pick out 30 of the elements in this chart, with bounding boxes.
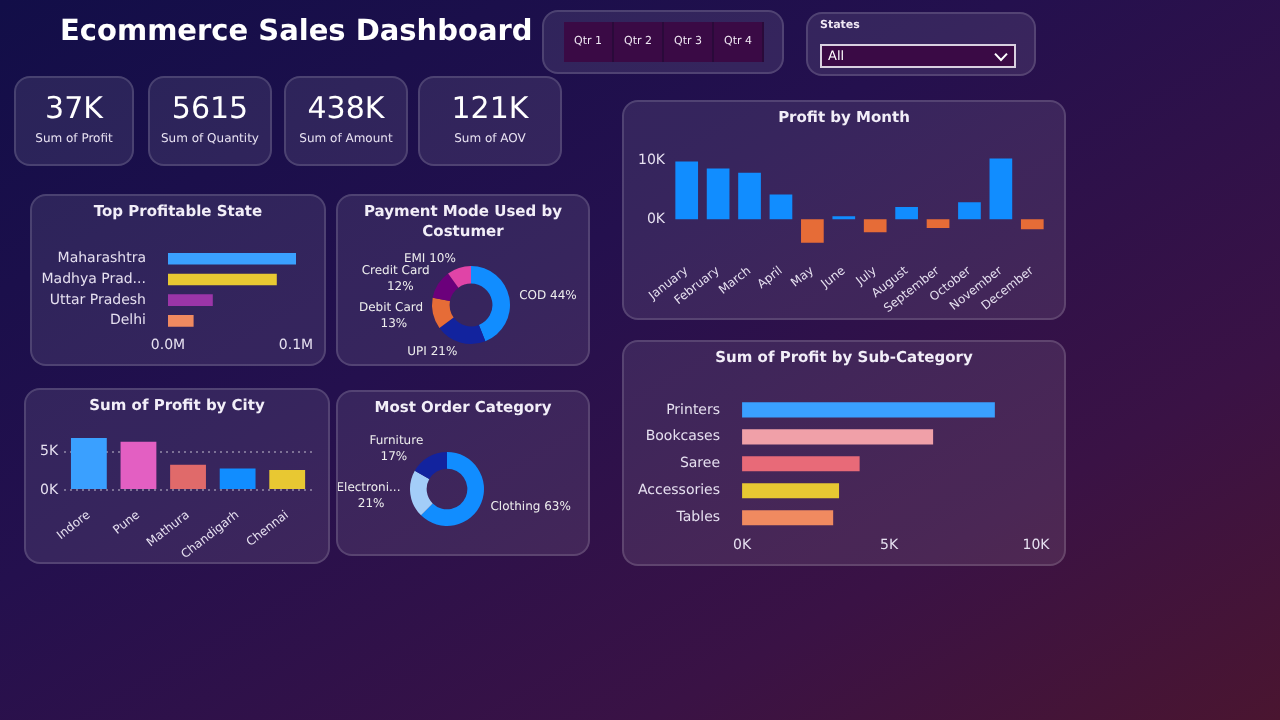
bar bbox=[170, 464, 206, 489]
bar bbox=[742, 510, 834, 526]
bar bbox=[219, 468, 256, 489]
bar bbox=[895, 206, 918, 220]
bar bbox=[801, 219, 824, 243]
bar bbox=[863, 219, 887, 233]
bar bbox=[738, 172, 761, 220]
bar bbox=[926, 219, 950, 229]
bar bbox=[742, 402, 995, 418]
text: 5615 bbox=[169, 90, 251, 126]
bar bbox=[742, 456, 860, 472]
bar bbox=[269, 470, 306, 489]
bar bbox=[168, 273, 277, 286]
bar bbox=[168, 294, 213, 306]
bar bbox=[958, 202, 981, 220]
bar bbox=[675, 161, 699, 220]
bar bbox=[1020, 219, 1044, 230]
bar bbox=[168, 252, 296, 265]
bar bbox=[742, 483, 840, 499]
text: 121K bbox=[449, 90, 531, 126]
bar bbox=[168, 315, 194, 327]
bar bbox=[769, 194, 793, 220]
bar bbox=[706, 168, 730, 220]
bar bbox=[70, 437, 107, 489]
bar bbox=[989, 158, 1013, 220]
bar bbox=[742, 429, 934, 445]
text: 438K bbox=[305, 90, 387, 126]
text: 37K bbox=[43, 90, 105, 126]
text: Ecommerce Sales Dashboard bbox=[60, 16, 533, 48]
bar bbox=[120, 441, 157, 489]
